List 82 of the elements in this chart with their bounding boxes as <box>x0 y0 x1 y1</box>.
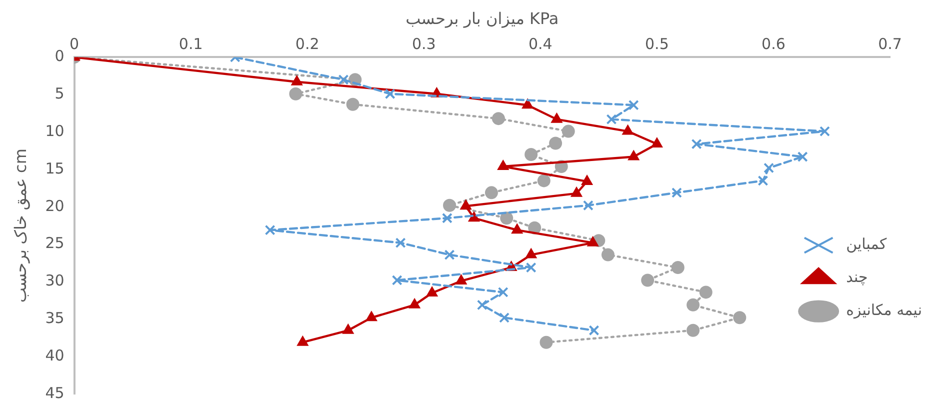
y-tick-label: 5 <box>54 84 64 103</box>
x-axis-title: میزان بار برحسب KPa <box>406 8 559 28</box>
point <box>540 336 553 349</box>
point <box>686 298 700 312</box>
point <box>522 98 534 109</box>
point <box>699 286 712 299</box>
point <box>264 224 276 236</box>
legend-label: کمباین <box>846 235 888 254</box>
point <box>622 124 634 135</box>
point <box>641 274 654 287</box>
y-tick-label: 45 <box>45 384 64 402</box>
point <box>498 286 508 298</box>
y-tick-label: 20 <box>45 196 64 215</box>
point <box>758 175 768 186</box>
y-tick-label: 25 <box>45 234 64 252</box>
point <box>291 75 303 86</box>
point <box>606 114 617 125</box>
point <box>511 224 523 234</box>
point <box>346 98 360 111</box>
x-tick-label: 0.5 <box>645 35 669 54</box>
point <box>581 174 593 185</box>
point <box>484 186 498 200</box>
point <box>686 324 700 337</box>
point <box>468 212 480 222</box>
point <box>601 248 614 262</box>
point <box>628 100 639 110</box>
point <box>408 298 420 308</box>
point <box>551 112 562 123</box>
x-tick-label: 0.7 <box>878 35 902 54</box>
point <box>820 126 830 137</box>
legend-label: نیمه مکانیزه <box>846 301 922 320</box>
point <box>289 87 302 100</box>
y-tick-label: 15 <box>45 159 64 178</box>
y-tick-label: 0 <box>54 47 64 66</box>
x-tick-label: 0 <box>70 35 80 54</box>
point <box>455 274 467 284</box>
x-tick-label: 0.6 <box>762 35 786 54</box>
point <box>582 200 594 211</box>
point <box>384 88 396 100</box>
point <box>628 150 640 160</box>
point <box>764 162 774 174</box>
point <box>443 198 456 212</box>
x-tick-label: 0.2 <box>295 35 320 54</box>
y-tick-label: 40 <box>45 346 64 364</box>
point <box>492 112 505 126</box>
point <box>549 136 562 150</box>
point <box>499 312 510 323</box>
point <box>426 286 438 296</box>
y-tick-label: 30 <box>45 272 64 290</box>
point <box>525 248 537 258</box>
y-axis-title: عمق خاک برحسب cm <box>10 148 30 303</box>
point <box>562 124 575 138</box>
point <box>587 236 599 246</box>
point <box>366 311 378 322</box>
point <box>671 261 684 274</box>
point <box>444 250 455 260</box>
point <box>442 212 452 224</box>
y-tick-label: 10 <box>45 122 64 140</box>
point <box>497 160 509 170</box>
point <box>392 274 402 286</box>
y-tick-label: 35 <box>45 309 64 328</box>
point <box>570 186 582 197</box>
point <box>651 138 663 148</box>
point <box>526 262 536 273</box>
point <box>395 238 406 248</box>
point <box>691 138 702 150</box>
point <box>537 174 550 188</box>
point <box>500 212 514 225</box>
x-tick-label: 0.4 <box>528 35 552 54</box>
point <box>733 311 746 324</box>
x-tick-label: 0.3 <box>412 35 436 54</box>
point <box>797 152 808 162</box>
legend-label: چند <box>846 268 868 286</box>
point <box>588 325 600 336</box>
point <box>342 324 354 334</box>
point <box>476 300 488 310</box>
point <box>460 200 472 210</box>
point <box>338 74 349 85</box>
point <box>524 148 538 161</box>
point <box>672 187 682 198</box>
point <box>296 336 308 346</box>
x-tick-label: 0.1 <box>178 35 203 54</box>
